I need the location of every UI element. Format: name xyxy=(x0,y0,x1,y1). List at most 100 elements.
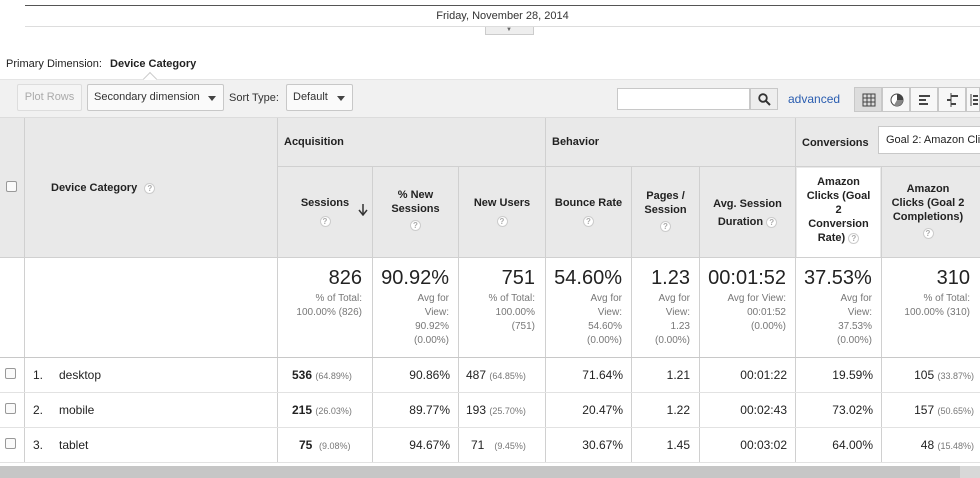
help-icon[interactable]: ? xyxy=(496,216,508,227)
timeline-strip: Friday, November 28, 2014 xyxy=(25,5,980,27)
search-button[interactable] xyxy=(750,88,778,110)
column-header-pages-session[interactable]: Pages / Session ? xyxy=(632,189,699,233)
cell-completions: 48 (15.48%) xyxy=(920,438,974,452)
cell-conversion-rate: 19.59% xyxy=(832,368,873,382)
table-view-icon xyxy=(862,93,876,107)
help-icon[interactable]: ? xyxy=(848,233,860,244)
performance-view-icon xyxy=(919,95,930,105)
pie-view-button[interactable] xyxy=(882,87,910,112)
cell-conversion-rate: 73.02% xyxy=(832,403,873,417)
total-new-users-sub: % of Total: 100.00% (751) xyxy=(488,293,535,332)
timeline-expand-handle[interactable]: ▼ xyxy=(485,27,534,35)
help-icon[interactable]: ? xyxy=(319,216,331,227)
report-table: Device Category ? Acquisition Behavior C… xyxy=(0,118,980,463)
caret-down-icon xyxy=(208,96,216,101)
device-link[interactable]: mobile xyxy=(59,403,95,417)
primary-dimension-value[interactable]: Device Category xyxy=(110,58,197,70)
cell-sessions: 215 (26.03%) xyxy=(292,403,352,417)
row-index: 3. xyxy=(33,438,44,452)
select-all-checkbox[interactable] xyxy=(6,181,17,192)
pages-header-line: Pages / xyxy=(646,190,685,202)
avg-duration-header-line: Avg. Session xyxy=(713,198,782,210)
table-toolbar: Plot Rows Secondary dimension Sort Type:… xyxy=(0,80,980,118)
cell-new-sessions: 89.77% xyxy=(409,403,450,417)
help-icon[interactable]: ? xyxy=(922,228,934,239)
dimension-header[interactable]: Device Category ? xyxy=(51,182,156,194)
column-header-bounce-rate[interactable]: Bounce Rate ? xyxy=(546,196,631,228)
group-acquisition: Acquisition xyxy=(284,136,344,148)
row-checkbox[interactable] xyxy=(5,368,16,379)
new-users-header-label: New Users xyxy=(473,197,531,209)
sort-type-label: Sort Type: xyxy=(229,92,279,104)
cell-completions: 105 (33.87%) xyxy=(914,368,974,382)
group-behavior: Behavior xyxy=(552,136,600,148)
row-checkbox[interactable] xyxy=(5,403,16,414)
cell-new-users: 487 (64.85%) xyxy=(466,368,526,382)
conv-rate-header-line: Conversion xyxy=(808,218,869,230)
bounce-rate-header-label: Bounce Rate xyxy=(554,197,623,209)
goal-select-value: Goal 2: Amazon Clic xyxy=(886,134,980,146)
conv-rate-header-line: 2 xyxy=(835,204,842,216)
cell-pages-session: 1.22 xyxy=(666,403,690,417)
column-header-new-sessions[interactable]: % New Sessions ? xyxy=(373,188,458,232)
total-new-sessions: 90.92% xyxy=(381,267,449,289)
cell-conversion-rate: 64.00% xyxy=(832,438,873,452)
column-header-avg-session-duration[interactable]: Avg. Session Duration ? xyxy=(700,195,795,231)
plot-rows-button[interactable]: Plot Rows xyxy=(17,84,82,111)
table-view-button[interactable] xyxy=(854,87,882,112)
row-index: 1. xyxy=(33,368,44,382)
total-completions-sub: % of Total: 100.00% (310) xyxy=(904,293,970,318)
help-icon[interactable]: ? xyxy=(766,217,778,228)
primary-dimension: Primary Dimension: Device Category xyxy=(6,58,196,70)
cell-pages-session: 1.21 xyxy=(666,368,690,382)
cell-avg-duration: 00:03:02 xyxy=(740,438,787,452)
help-icon[interactable]: ? xyxy=(660,221,671,232)
pie-view-icon xyxy=(890,93,904,107)
help-icon[interactable]: ? xyxy=(144,183,156,194)
column-header-completions[interactable]: Amazon Clicks (Goal 2 Completions) ? xyxy=(882,182,974,240)
total-conversion-rate: 37.53% xyxy=(804,267,872,289)
cell-new-sessions: 90.86% xyxy=(409,368,450,382)
search-icon xyxy=(758,93,771,106)
comparison-view-button[interactable] xyxy=(938,87,966,112)
pivot-view-button[interactable] xyxy=(966,87,980,112)
total-avg-duration-sub: Avg for View: 00:01:52 (0.00%) xyxy=(727,293,786,332)
device-link[interactable]: desktop xyxy=(59,368,102,382)
primary-dimension-label: Primary Dimension: xyxy=(6,58,102,70)
performance-view-button[interactable] xyxy=(910,87,938,112)
conv-rate-header-line: Rate) xyxy=(817,232,846,244)
cell-new-sessions: 94.67% xyxy=(409,438,450,452)
column-header-new-users[interactable]: New Users ? xyxy=(459,196,545,228)
cell-bounce-rate: 30.67% xyxy=(582,438,623,452)
row-checkbox[interactable] xyxy=(5,438,16,449)
cell-bounce-rate: 20.47% xyxy=(582,403,623,417)
total-sessions: 826 xyxy=(328,267,362,289)
new-sessions-header-line: Sessions xyxy=(391,203,440,215)
completions-header-line: Clicks (Goal 2 xyxy=(891,197,965,209)
total-conversion-rate-sub: Avg for View: 37.53% (0.00%) xyxy=(836,293,872,346)
secondary-dimension-dropdown[interactable]: Secondary dimension xyxy=(87,84,224,111)
total-pages-session-sub: Avg for View: 1.23 (0.00%) xyxy=(654,293,690,346)
goal-select-dropdown[interactable]: Goal 2: Amazon Clic xyxy=(878,126,980,154)
pages-header-line: Session xyxy=(644,204,687,216)
column-header-conversion-rate[interactable]: Amazon Clicks (Goal 2 Conversion Rate) ? xyxy=(796,175,881,245)
total-avg-duration: 00:01:52 xyxy=(708,267,786,289)
sort-type-dropdown[interactable]: Default xyxy=(286,84,353,111)
new-sessions-header-line: % New xyxy=(397,189,434,201)
total-pages-session: 1.23 xyxy=(651,267,690,289)
help-icon[interactable]: ? xyxy=(583,216,594,227)
chevron-down-icon: ▼ xyxy=(506,27,512,33)
help-icon[interactable]: ? xyxy=(410,220,421,231)
column-header-sessions[interactable]: Sessions ? xyxy=(278,196,372,228)
pivot-view-icon xyxy=(970,94,978,106)
conv-rate-header-line: Clicks (Goal xyxy=(806,190,871,202)
advanced-filter-link[interactable]: advanced xyxy=(788,92,841,106)
total-new-sessions-sub: Avg for View: 90.92% (0.00%) xyxy=(413,293,449,346)
device-link[interactable]: tablet xyxy=(59,438,89,452)
total-bounce-rate-sub: Avg for View: 54.60% (0.00%) xyxy=(586,293,622,346)
sort-down-arrow-icon xyxy=(358,204,368,216)
table-search-input[interactable] xyxy=(617,88,750,110)
cell-sessions: 75 (9.08%) xyxy=(299,438,351,452)
total-bounce-rate: 54.60% xyxy=(554,267,622,289)
horizontal-scrollbar-thumb[interactable] xyxy=(0,466,960,478)
